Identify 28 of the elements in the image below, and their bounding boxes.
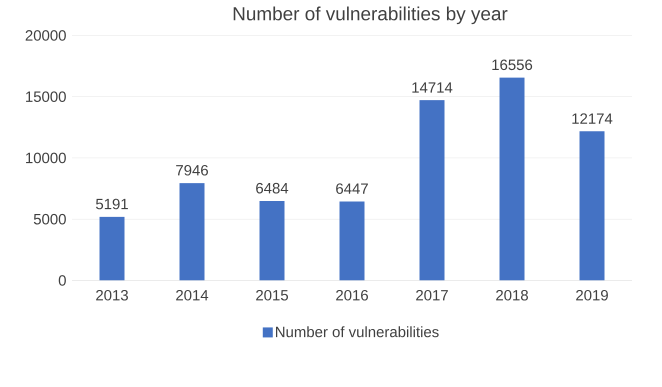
y-tick-label: 10000: [26, 152, 66, 164]
data-label: 6484: [256, 182, 288, 194]
bar: [580, 131, 605, 280]
y-tick-label: 5000: [34, 214, 66, 224]
bar: [340, 201, 365, 280]
data-label: 16556: [492, 60, 532, 70]
bar: [180, 183, 205, 280]
data-label: 5191: [96, 198, 128, 210]
data-label: 14714: [412, 82, 452, 93]
chart-title: Number of vulnerabilities by year: [234, 6, 508, 24]
data-label: 7946: [176, 164, 208, 176]
bar: [260, 200, 285, 280]
y-tick-label: 20000: [26, 30, 66, 41]
legend-label: Number of vulnerabilities: [276, 326, 439, 338]
bar: [420, 100, 445, 280]
x-tick-label: 2019: [576, 290, 608, 301]
data-label: 12174: [572, 113, 612, 124]
y-tick-label: 0: [58, 275, 66, 286]
x-tick-label: 2015: [256, 290, 288, 301]
x-tick-label: 2014: [176, 290, 208, 301]
x-tick-label: 2016: [336, 290, 368, 301]
bar: [500, 78, 525, 280]
data-label: 6447: [336, 183, 368, 194]
x-tick-label: 2017: [416, 290, 448, 301]
x-tick-label: 2018: [496, 290, 528, 301]
y-tick-label: 15000: [26, 91, 66, 102]
x-tick-label: 2013: [96, 290, 128, 301]
bar: [100, 216, 125, 280]
